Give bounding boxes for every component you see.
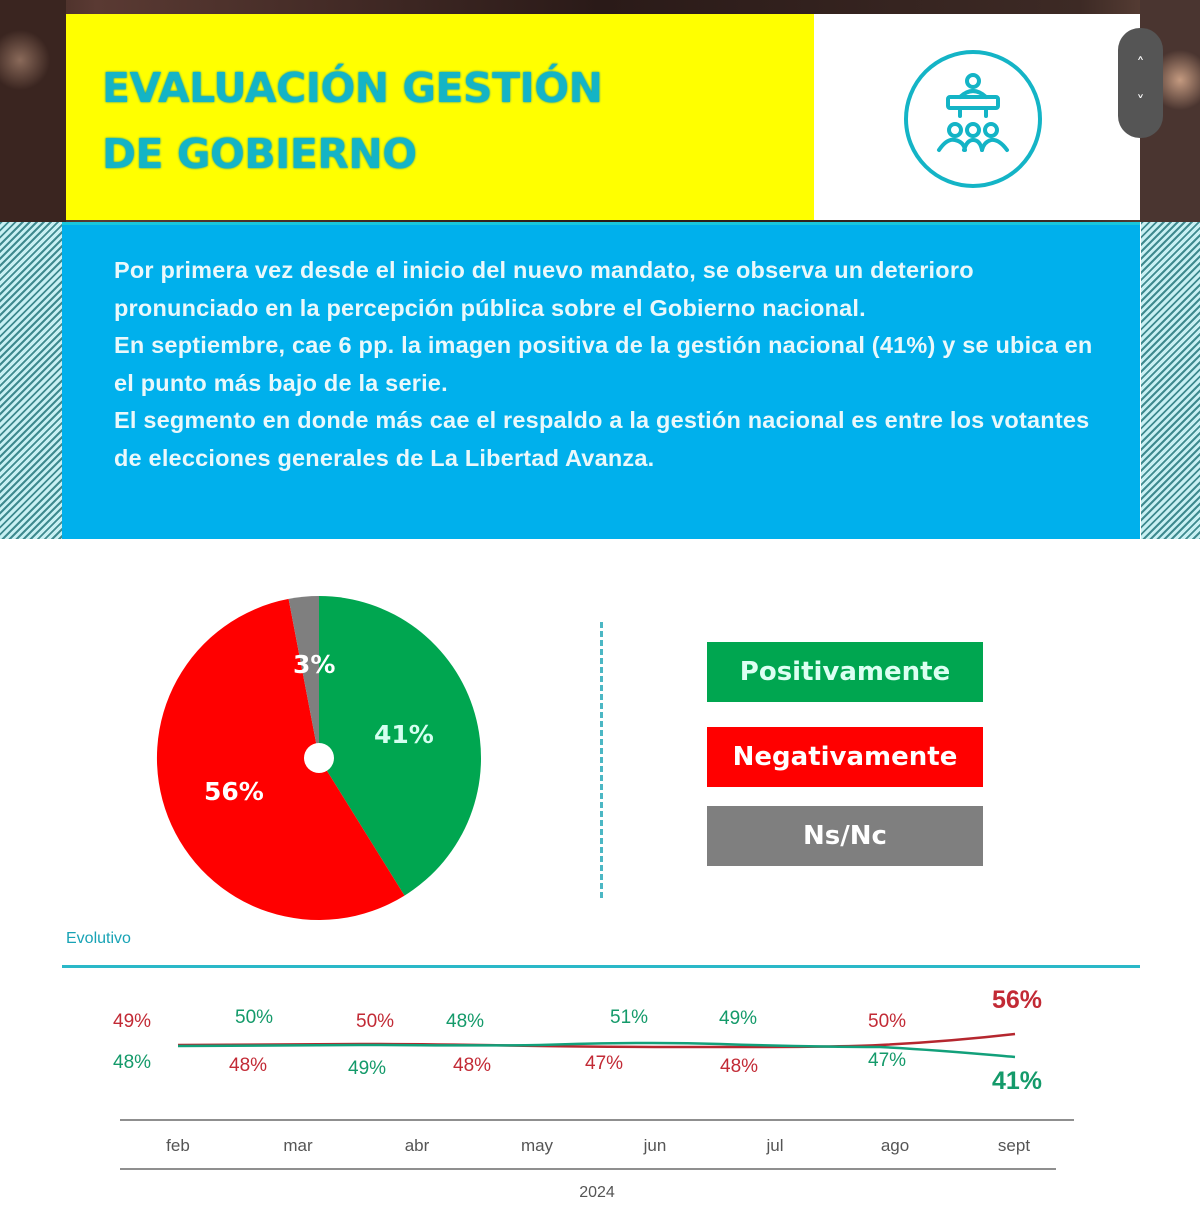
x-tick-feb: feb	[166, 1136, 190, 1155]
axis-line-top	[120, 1119, 1074, 1121]
pie-label-negative: 56%	[204, 777, 264, 806]
speaker-audience-icon	[904, 50, 1042, 188]
x-tick-jun: jun	[643, 1136, 667, 1155]
summary-text: Por primera vez desde el inicio del nuev…	[114, 252, 1114, 477]
pie-slice-positive	[319, 596, 482, 896]
pos-value-may: 48%	[446, 1011, 485, 1032]
title-banner	[66, 14, 814, 220]
summary-paragraph: Por primera vez desde el inicio del nuev…	[114, 257, 974, 321]
pos-value-jul: 49%	[719, 1008, 758, 1029]
axis-line-bottom	[120, 1168, 1056, 1170]
neg-value-mar: 48%	[229, 1055, 268, 1076]
neg-value-feb: 49%	[113, 1011, 152, 1032]
neg-value-jun: 47%	[585, 1053, 624, 1074]
pos-value-jun: 51%	[610, 1007, 649, 1028]
legend-nsnc: Ns/Nc	[707, 806, 983, 866]
x-tick-sept: sept	[997, 1136, 1031, 1155]
pie-slice-nsnc	[288, 596, 319, 758]
pie-label-positive: 41%	[374, 720, 434, 749]
title-line-1: EVALUACIÓN GESTIÓN	[102, 64, 603, 112]
pie-slice-negative	[156, 598, 405, 921]
summary-paragraph: El segmento en donde más cae el respaldo…	[114, 407, 1090, 471]
legend-negative: Negativamente	[707, 727, 983, 787]
x-tick-ago: ago	[880, 1136, 910, 1155]
pos-value-abr: 49%	[348, 1058, 387, 1079]
line-positive	[177, 1041, 1016, 1059]
neg-value-may: 48%	[453, 1055, 492, 1076]
dashed-divider	[600, 622, 603, 898]
hatch-pattern-right	[1141, 222, 1200, 539]
title-line-2: DE GOBIERNO	[102, 130, 417, 178]
chevron-up-icon[interactable]: ˄	[1136, 54, 1145, 73]
line-chart	[177, 1032, 1016, 1059]
pie-chart	[156, 596, 482, 921]
pos-value-ago: 47%	[868, 1050, 907, 1071]
legend-positive: Positivamente	[707, 642, 983, 702]
background-photo-left	[0, 0, 66, 222]
scroll-control[interactable]: ˄ ˅	[1118, 28, 1163, 138]
pos-value-feb: 48%	[113, 1052, 152, 1073]
x-tick-may: may	[520, 1136, 554, 1155]
x-tick-mar: mar	[283, 1136, 313, 1155]
neg-value-abr: 50%	[356, 1011, 395, 1032]
pie-label-nsnc: 3%	[293, 650, 336, 679]
neg-value-jul: 48%	[720, 1056, 759, 1077]
section-rule	[62, 965, 1140, 968]
evolutivo-label: Evolutivo	[66, 930, 131, 947]
summary-panel	[62, 222, 1140, 539]
chevron-down-icon[interactable]: ˅	[1136, 92, 1145, 111]
summary-paragraph: En septiembre, cae 6 pp. la imagen posit…	[114, 332, 1093, 396]
neg-value-sept: 56%	[992, 986, 1043, 1014]
x-tick-jul: jul	[766, 1136, 784, 1155]
neg-value-ago: 50%	[868, 1011, 907, 1032]
x-axis-year: 2024	[579, 1184, 615, 1201]
pos-value-sept: 41%	[992, 1067, 1043, 1095]
page-title: EVALUACIÓN GESTIÓN DE GOBIERNO	[102, 55, 603, 187]
x-tick-abr: abr	[404, 1136, 430, 1155]
hatch-pattern-left	[0, 222, 62, 539]
pos-value-mar: 50%	[235, 1007, 274, 1028]
